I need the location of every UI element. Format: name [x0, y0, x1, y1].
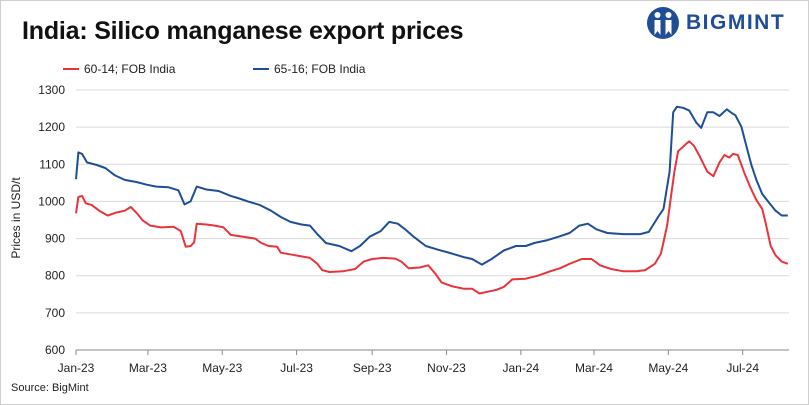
y-tick-label: 800	[45, 269, 65, 283]
x-tick-label: Jul-23	[280, 361, 313, 375]
y-tick-label: 1000	[38, 194, 65, 208]
y-tick-label: 700	[45, 306, 65, 320]
y-axis-label: Prices in USD/t	[9, 177, 23, 259]
x-tick-label: Mar-24	[575, 361, 613, 375]
legend-item-series-2: 65-16; FOB India	[253, 62, 365, 76]
legend-label-series-2: 65-16; FOB India	[274, 62, 366, 76]
y-tick-label: 900	[45, 232, 65, 246]
legend-swatch-series-1	[63, 68, 79, 70]
x-tick-label: Jul-24	[726, 361, 759, 375]
bigmint-logo-icon	[647, 7, 679, 39]
legend-item-series-1: 60-14; FOB India	[63, 62, 175, 76]
chart-title: India: Silico manganese export prices	[22, 17, 464, 45]
y-tick-label: 1300	[38, 83, 65, 97]
series-line-2	[75, 105, 788, 266]
y-tick-label: 1100	[39, 157, 65, 171]
x-tick-label: Jan-23	[58, 361, 95, 375]
brand-logo: BIGMINT	[646, 5, 785, 41]
y-tick-label: 1200	[38, 120, 65, 134]
x-tick-label: Mar-23	[129, 361, 167, 375]
y-tick-label: 600	[45, 343, 65, 357]
x-tick-label: Jan-24	[503, 361, 540, 375]
x-tick-label: Sep-23	[353, 361, 392, 375]
chart-legend: 60-14; FOB India 65-16; FOB India	[0, 62, 809, 78]
x-tick-label: Nov-23	[427, 361, 466, 375]
x-tick-label: May-23	[202, 361, 242, 375]
legend-swatch-series-2	[253, 68, 269, 70]
source-note: Source: BigMint	[11, 382, 89, 394]
series-line-1	[75, 140, 789, 295]
logo-text: BIGMINT	[686, 11, 786, 34]
legend-label-series-1: 60-14; FOB India	[84, 62, 176, 76]
x-tick-label: May-24	[648, 361, 688, 375]
